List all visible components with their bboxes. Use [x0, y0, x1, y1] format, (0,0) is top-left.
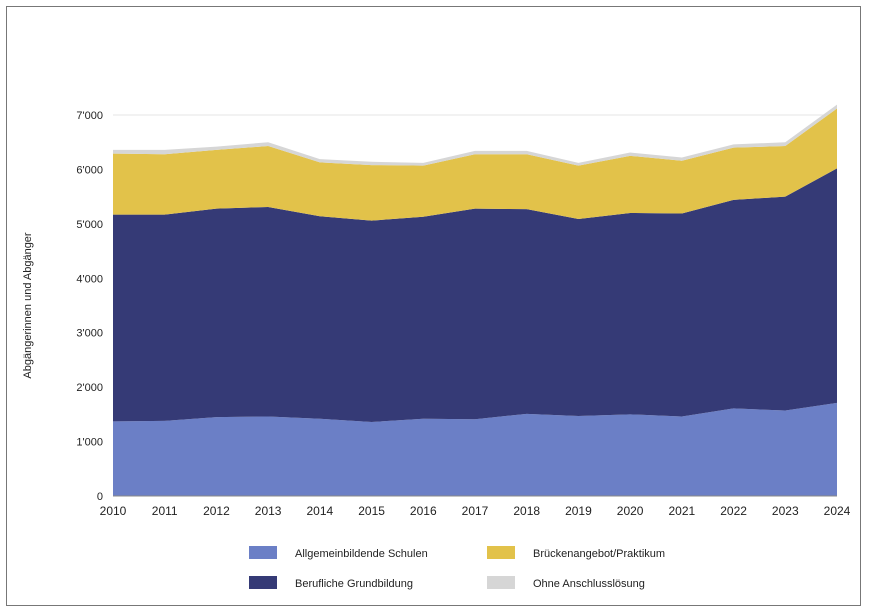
stacked-area-chart: 0 1'000 2'000 3'000 4'000 5'000 6'000 7'000 201… [22, 104, 851, 590]
y-tick-label: 1'000 [76, 437, 103, 449]
legend-swatch [249, 576, 277, 589]
area-series-4 [113, 104, 837, 166]
x-tick-label: 2022 [720, 504, 747, 518]
x-tick-label: 2014 [307, 504, 334, 518]
x-tick-label: 2013 [255, 504, 282, 518]
legend-label: Berufliche Grundbildung [295, 578, 413, 590]
legend-label: Brückenangebot/Praktikum [533, 548, 665, 560]
x-tick-label: 2011 [152, 504, 178, 518]
y-tick-label: 2'000 [76, 382, 103, 394]
legend-swatch [249, 546, 277, 559]
x-tick-label: 2020 [617, 504, 644, 518]
chart-frame: 0 1'000 2'000 3'000 4'000 5'000 6'000 7'000 201… [6, 6, 861, 606]
area-series [113, 104, 837, 496]
x-tick-label: 2017 [462, 504, 489, 518]
legend-swatch [487, 546, 515, 559]
x-tick-label: 2023 [772, 504, 799, 518]
area-series-1 [113, 402, 837, 496]
x-tick-label: 2015 [358, 504, 385, 518]
area-series-2 [113, 168, 837, 422]
y-tick-label: 3'000 [76, 328, 103, 340]
x-tick-label: 2021 [669, 504, 696, 518]
legend-swatch [487, 576, 515, 589]
x-tick-label: 2019 [565, 504, 592, 518]
y-tick-label: 6'000 [76, 164, 103, 176]
legend-label: Ohne Anschlusslösung [533, 578, 645, 590]
legend-item: Brückenangebot/Praktikum [487, 546, 665, 560]
x-tick-label: 2024 [824, 504, 851, 518]
area-series-3 [113, 108, 837, 221]
x-tick-label: 2018 [513, 504, 540, 518]
y-tick-label: 7'000 [76, 110, 103, 122]
x-axis: 2010 2011 2012 2013 2014 2015 2016 2017 2018 2019… [100, 495, 851, 518]
y-axis-label: Abgängerinnen und Abgänger [22, 232, 34, 379]
legend-item: Allgemeinbildende Schulen [249, 546, 428, 560]
legend: Allgemeinbildende Schulen Brückenangebot/… [249, 546, 665, 590]
y-tick-label: 0 [97, 491, 103, 503]
x-tick-label: 2012 [203, 504, 230, 518]
y-tick-label: 4'000 [76, 273, 103, 285]
x-tick-label: 2010 [100, 504, 127, 518]
y-tick-label: 5'000 [76, 219, 103, 231]
legend-item: Ohne Anschlusslösung [487, 576, 645, 590]
legend-label: Allgemeinbildende Schulen [295, 548, 428, 560]
legend-item: Berufliche Grundbildung [249, 576, 413, 590]
y-axis: 0 1'000 2'000 3'000 4'000 5'000 6'000 7'000 [76, 110, 103, 503]
x-tick-label: 2016 [410, 504, 437, 518]
